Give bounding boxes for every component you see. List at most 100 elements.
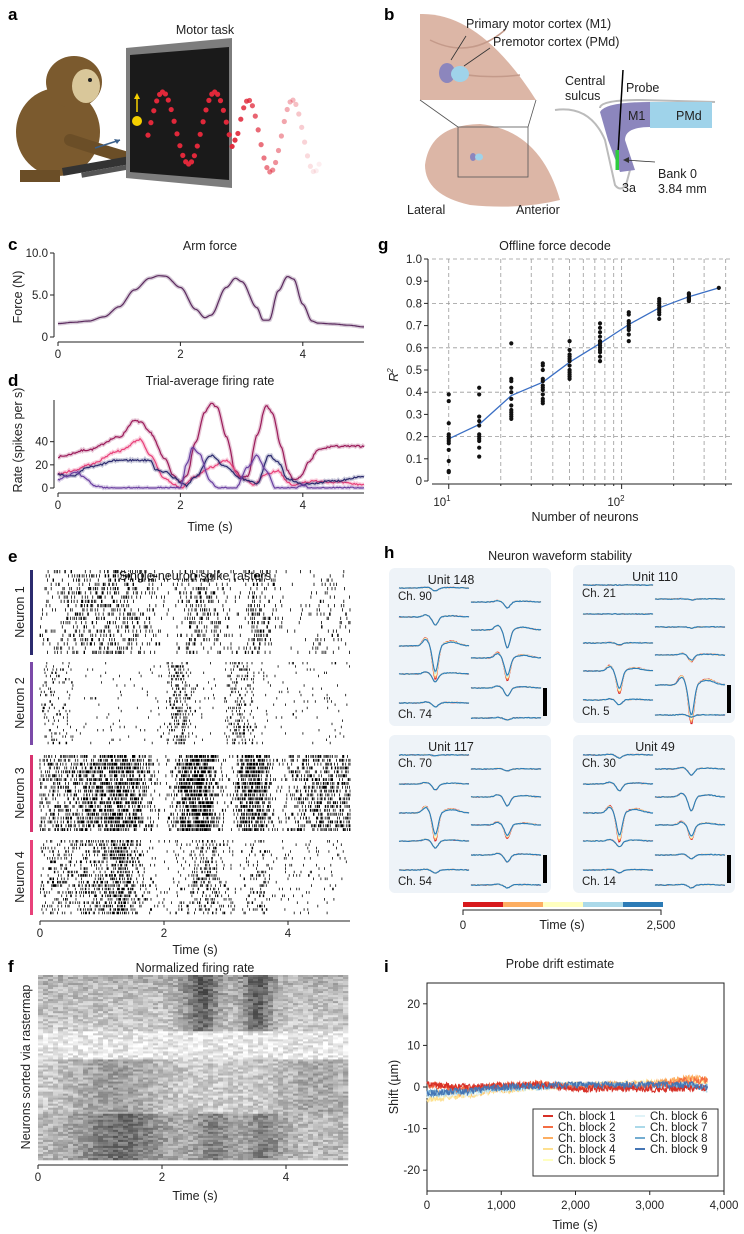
heatmap-cell (213, 1113, 219, 1117)
heatmap-cell (158, 995, 164, 998)
heatmap-cell (343, 1091, 349, 1094)
spike-train (40, 616, 348, 620)
heatmap-cell (48, 975, 54, 978)
heatmap-cell (208, 991, 214, 994)
heatmap-cell (263, 989, 269, 992)
heatmap-cell (63, 987, 69, 990)
heatmap-cell (338, 1029, 344, 1032)
heatmap-cell (213, 1079, 219, 1082)
heatmap-cell (43, 1021, 49, 1024)
heatmap-cell (83, 1013, 89, 1016)
series-line (57, 454, 365, 488)
heatmap-cell (163, 981, 169, 984)
heatmap-cell (88, 1069, 94, 1072)
heatmap-cell (188, 1105, 194, 1109)
heatmap-cell (268, 1023, 274, 1026)
heatmap-cell (248, 1097, 254, 1100)
heatmap-cell (278, 1119, 284, 1123)
heatmap-cell (288, 1067, 294, 1070)
heatmap-cell (258, 1099, 264, 1102)
heatmap-cell (138, 1103, 144, 1107)
heatmap-cell (178, 1099, 184, 1102)
heatmap-cell (218, 1103, 224, 1107)
target-dot (206, 97, 212, 103)
heatmap-cell (103, 1015, 109, 1018)
heatmap-cell (38, 1027, 44, 1030)
heatmap-cell (103, 1125, 109, 1129)
heatmap-cell (343, 1103, 349, 1107)
heatmap-cell (113, 1033, 119, 1036)
heatmap-cell (258, 1089, 264, 1092)
heatmap-cell (183, 1113, 189, 1117)
heatmap-cell (128, 1021, 134, 1024)
heatmap-cell (253, 1097, 259, 1100)
heatmap-cell (43, 1125, 49, 1129)
heatmap-cell (128, 1101, 134, 1104)
heatmap-cell (153, 1107, 159, 1111)
heatmap-cell (73, 1109, 79, 1113)
heatmap-cell (213, 1043, 219, 1046)
heatmap-cell (183, 1029, 189, 1032)
heatmap-cell (63, 995, 69, 998)
heatmap-cell (103, 991, 109, 994)
heatmap-cell (243, 1059, 249, 1062)
heatmap-cell (113, 1019, 119, 1022)
heatmap-cell (263, 1059, 269, 1062)
heatmap-cell (233, 979, 239, 982)
heatmap-cell (93, 1035, 99, 1038)
heatmap-cell (288, 1107, 294, 1111)
heatmap-cell (83, 987, 89, 990)
heatmap-cell (148, 999, 154, 1002)
heatmap-cell (158, 1101, 164, 1104)
heatmap-cell (118, 1087, 124, 1090)
heatmap-cell (278, 1043, 284, 1046)
heatmap-cell (253, 1073, 259, 1076)
heatmap-cell (323, 985, 329, 988)
heatmap-cell (278, 991, 284, 994)
heatmap-cell (298, 1059, 304, 1062)
spike-train (39, 633, 339, 637)
heatmap-cell (243, 1029, 249, 1032)
heatmap-cell (223, 1125, 229, 1129)
heatmap-cell (103, 1073, 109, 1076)
heatmap-cell (303, 1035, 309, 1038)
heatmap-cell (278, 1049, 284, 1052)
heatmap-cell (343, 1051, 349, 1054)
heatmap-cell (48, 1099, 54, 1102)
heatmap-cell (193, 1083, 199, 1086)
heatmap-cell (53, 1127, 59, 1131)
heatmap-cell (273, 1019, 279, 1022)
heatmap-cell (173, 1007, 179, 1010)
heatmap-cell (173, 1043, 179, 1046)
heatmap-cell (233, 1041, 239, 1044)
heatmap-cell (83, 1057, 89, 1060)
heatmap-cell (308, 1057, 314, 1060)
heatmap-cell (143, 1107, 149, 1111)
heatmap-cell (343, 1081, 349, 1084)
heatmap-cell (248, 1043, 254, 1046)
heatmap-cell (213, 1021, 219, 1024)
heatmap-cell (103, 989, 109, 992)
heatmap-cell (48, 1103, 54, 1107)
heatmap-cell (153, 1045, 159, 1048)
heatmap-cell (78, 1107, 84, 1111)
heatmap-cell (143, 1029, 149, 1032)
heatmap-cell (198, 1005, 204, 1008)
heatmap-cell (163, 1007, 169, 1010)
heatmap-cell (328, 1013, 334, 1016)
m1-label: Primary motor cortex (M1) (466, 17, 611, 31)
heatmap-cell (313, 981, 319, 984)
heatmap-cell (223, 1035, 229, 1038)
heatmap-cell (128, 1045, 134, 1048)
heatmap-cell (133, 1063, 139, 1066)
heatmap-cell (198, 981, 204, 984)
heatmap-cell (63, 1027, 69, 1030)
heatmap-cell (278, 1107, 284, 1111)
spike-train (42, 867, 325, 870)
heatmap-cell (108, 1093, 114, 1096)
heatmap-cell (123, 1081, 129, 1084)
heatmap-cell (208, 1005, 214, 1008)
heatmap-cell (343, 1019, 349, 1022)
heatmap-cell (338, 1083, 344, 1086)
heatmap-cell (298, 1093, 304, 1096)
